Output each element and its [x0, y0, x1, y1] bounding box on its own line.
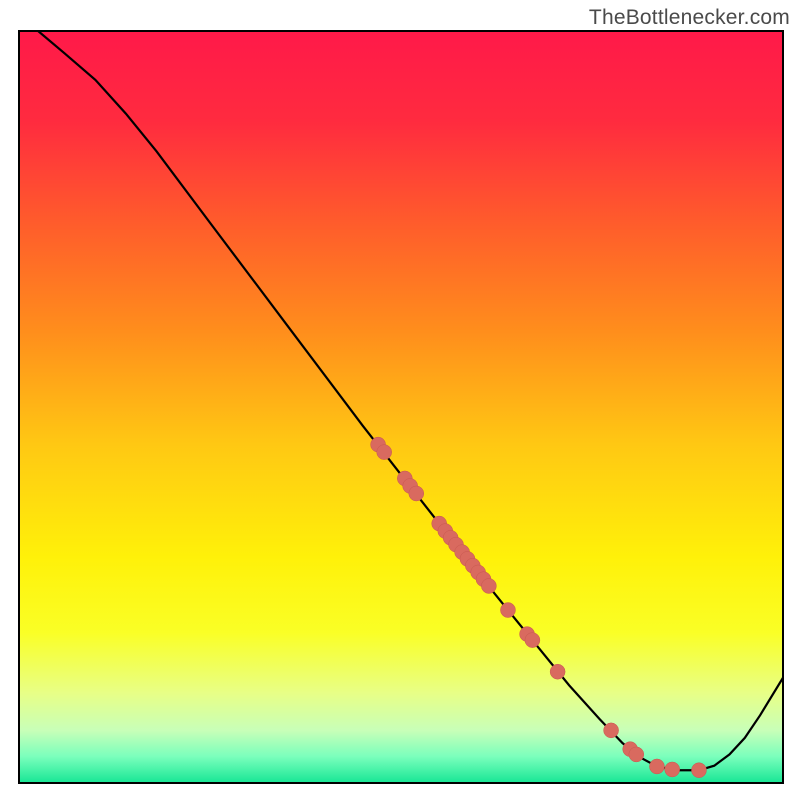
- data-marker: [550, 664, 565, 679]
- data-marker: [629, 747, 644, 762]
- data-marker: [481, 578, 496, 593]
- bottleneck-chart: TheBottlenecker.com: [0, 0, 800, 800]
- data-marker: [665, 762, 680, 777]
- watermark-label: TheBottlenecker.com: [589, 6, 790, 30]
- data-marker: [500, 603, 515, 618]
- data-marker: [377, 445, 392, 460]
- data-marker: [409, 486, 424, 501]
- chart-svg: [0, 0, 800, 800]
- gradient-background: [19, 31, 783, 783]
- data-marker: [525, 633, 540, 648]
- data-marker: [649, 759, 664, 774]
- data-marker: [691, 763, 706, 778]
- data-marker: [604, 723, 619, 738]
